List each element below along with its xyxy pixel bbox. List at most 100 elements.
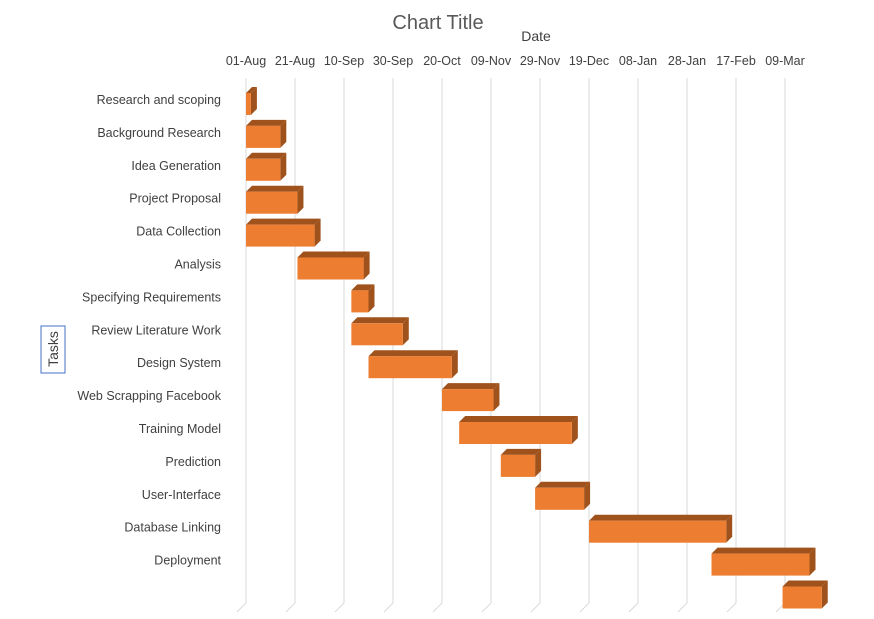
bar-side xyxy=(297,185,304,214)
bar-top xyxy=(246,87,257,93)
bars xyxy=(246,87,828,609)
gridline-floor xyxy=(726,602,737,613)
x-tick-label: 21-Aug xyxy=(275,54,315,68)
bar-top xyxy=(589,514,733,521)
y-axis-title-box xyxy=(40,325,66,374)
bar-side xyxy=(363,251,370,280)
x-tick-label: 28-Jan xyxy=(668,54,706,68)
bar-side xyxy=(535,448,542,477)
x-tick-label: 09-Mar xyxy=(765,54,805,68)
gridline-floor xyxy=(236,602,247,613)
bar-top xyxy=(351,284,375,291)
category-label: Project Proposal xyxy=(129,192,221,206)
category-labels: Research and scoping Background Research I… xyxy=(77,93,221,568)
category-label: Specifying Requirements xyxy=(82,290,221,304)
x-tick-label: 17-Feb xyxy=(716,54,756,68)
bar xyxy=(351,284,375,313)
gridline-floor xyxy=(530,602,541,613)
chart-title: Chart Title xyxy=(392,12,483,34)
category-label: Idea Generation xyxy=(131,159,221,173)
bar xyxy=(589,514,733,543)
gridline-floor xyxy=(481,602,492,613)
gridline-floor xyxy=(285,602,296,613)
bar xyxy=(459,416,578,444)
bar xyxy=(500,448,542,477)
gridline-floor xyxy=(383,602,394,613)
bar-side xyxy=(584,481,591,510)
bar xyxy=(442,383,500,412)
category-label: Research and scoping xyxy=(97,93,221,107)
bar xyxy=(782,580,828,609)
bar-top xyxy=(246,119,287,126)
y-axis-title-text: Tasks xyxy=(45,331,61,367)
bar-front xyxy=(351,323,403,346)
category-label: Database Linking xyxy=(124,521,221,535)
category-label: Web Scrapping Facebook xyxy=(77,389,221,403)
bar-side xyxy=(571,416,578,444)
x-axis-title: Date xyxy=(521,28,551,44)
x-tick-label: 30-Sep xyxy=(373,54,413,68)
bar-front xyxy=(246,158,281,181)
bar-front xyxy=(459,422,572,444)
bar xyxy=(351,317,409,346)
gridline-floor xyxy=(334,602,345,613)
bar-front xyxy=(442,389,494,412)
bar-top xyxy=(782,580,828,587)
bar-top xyxy=(246,152,287,159)
x-tick-label: 09-Nov xyxy=(471,54,512,68)
x-tick-label: 01-Aug xyxy=(226,54,266,68)
category-label: User-Interface xyxy=(142,488,221,502)
bar-top xyxy=(500,448,542,455)
bar xyxy=(246,152,287,181)
bar-front xyxy=(351,290,369,313)
bar-side xyxy=(250,87,257,115)
bar-side xyxy=(726,514,733,543)
bar-front xyxy=(500,454,536,477)
category-label: Review Literature Work xyxy=(91,323,221,337)
bar xyxy=(535,481,591,510)
bar-front xyxy=(246,93,251,115)
bar-front xyxy=(297,257,364,280)
bar-side xyxy=(280,119,287,148)
bar-front xyxy=(246,191,298,214)
gridline-floor xyxy=(579,602,590,613)
bar-side xyxy=(451,350,458,379)
y-axis-title: Tasks xyxy=(40,325,66,374)
bar-top xyxy=(442,383,500,390)
bar-front xyxy=(368,356,452,379)
gridline-floor xyxy=(432,602,443,613)
category-label: Design System xyxy=(137,356,221,370)
bar-side xyxy=(821,580,828,609)
bar-top xyxy=(246,185,304,192)
x-tick-label: 29-Nov xyxy=(520,54,561,68)
bar-front xyxy=(535,487,585,510)
category-label: Deployment xyxy=(154,554,221,568)
bar-front xyxy=(782,586,822,609)
x-tick-label: 20-Oct xyxy=(423,54,461,68)
bar-side xyxy=(280,152,287,181)
x-tick-label: 19-Dec xyxy=(569,54,609,68)
x-tick-label: 10-Sep xyxy=(324,54,364,68)
category-label: Analysis xyxy=(174,258,221,272)
bar-side xyxy=(314,218,321,247)
bar-side xyxy=(493,383,500,412)
bar xyxy=(711,547,816,576)
category-label: Prediction xyxy=(165,455,221,469)
bar-top xyxy=(246,218,321,225)
bar-top xyxy=(711,547,816,554)
gridline-floor xyxy=(677,602,688,613)
bar-front xyxy=(246,224,315,247)
bar-top xyxy=(351,317,409,324)
x-tick-labels: 01-Aug 21-Aug 10-Sep 30-Sep 20-Oct 09-Nov 29-N… xyxy=(226,54,805,68)
bar xyxy=(246,218,321,247)
bar-side xyxy=(402,317,409,346)
gridline-floor xyxy=(628,602,639,613)
bar xyxy=(297,251,370,280)
bar-side xyxy=(368,284,375,313)
bar-front xyxy=(246,125,281,148)
bar-side xyxy=(809,547,816,576)
bar-top xyxy=(368,350,458,357)
bar-top xyxy=(297,251,370,258)
